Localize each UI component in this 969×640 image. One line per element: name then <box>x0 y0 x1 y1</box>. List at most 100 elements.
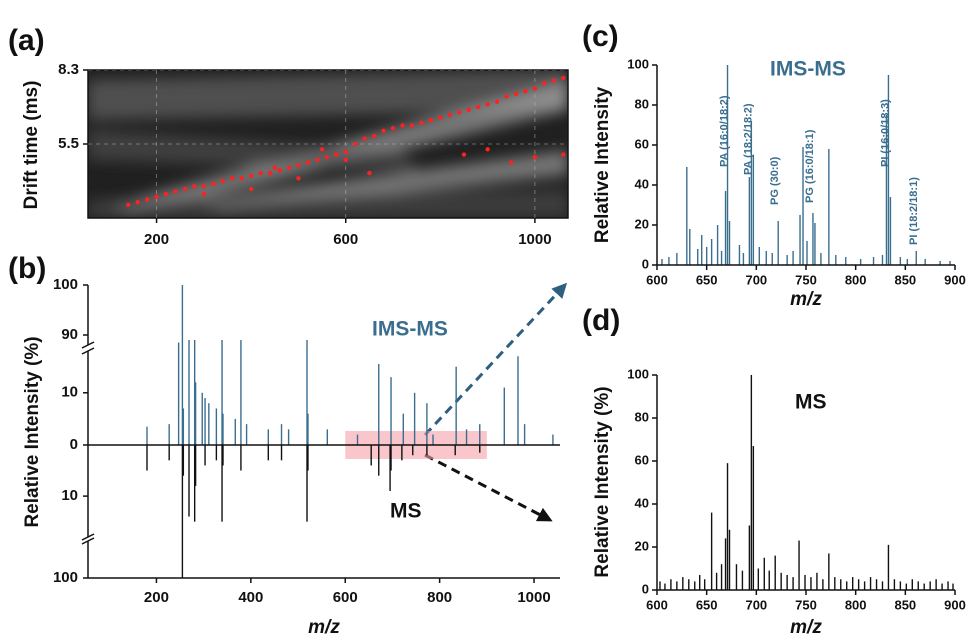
chart-title: MS <box>795 391 827 414</box>
point <box>419 120 424 126</box>
x-tick-label: 750 <box>795 597 817 612</box>
point <box>334 152 339 157</box>
x-tick-label: 650 <box>696 597 718 612</box>
point <box>343 157 348 163</box>
point <box>561 152 566 157</box>
point <box>248 186 254 192</box>
x-tick-label: 200 <box>144 589 169 606</box>
y-tick-label: 10 <box>61 384 78 401</box>
x-tick-label: 1000 <box>517 589 550 606</box>
point <box>201 192 207 197</box>
chart-title: IMS-MS <box>770 58 846 81</box>
zoom-arrow <box>424 453 553 522</box>
point <box>390 125 396 131</box>
point <box>220 178 225 184</box>
y-tick-label: 90 <box>61 326 78 343</box>
points <box>88 70 568 218</box>
point <box>239 176 244 181</box>
point <box>343 149 348 155</box>
point <box>371 133 377 139</box>
point <box>315 157 320 163</box>
point <box>125 202 131 207</box>
point <box>513 91 519 96</box>
x-tick-label: 600 <box>646 597 668 612</box>
y-tick-label: 100 <box>627 366 649 381</box>
point <box>154 194 159 200</box>
point <box>173 189 178 194</box>
point <box>248 173 254 178</box>
point <box>485 102 490 107</box>
x-tick-label: 400 <box>238 589 263 606</box>
point <box>163 192 169 197</box>
panel-label: (d) <box>582 304 620 337</box>
point <box>192 184 197 189</box>
point <box>542 81 547 86</box>
point <box>230 176 235 181</box>
x-tick-label: 700 <box>745 597 767 612</box>
axis-break-gap <box>80 537 96 541</box>
point <box>447 112 452 118</box>
point <box>461 152 467 157</box>
y-tick-label: 100 <box>53 569 78 586</box>
y-tick-label: 20 <box>635 538 649 553</box>
point <box>381 128 386 133</box>
x-tick-label: 850 <box>894 597 916 612</box>
point <box>409 123 415 128</box>
y-tick-label: 20 <box>635 216 649 231</box>
y-tick-label: 60 <box>635 452 649 467</box>
axis-break-gap <box>80 345 96 351</box>
point <box>428 118 434 123</box>
zoom-arrow <box>423 282 568 437</box>
point <box>475 104 481 110</box>
series-label: IMS-MS <box>372 318 448 341</box>
panel-label: (a) <box>8 24 45 57</box>
point <box>523 88 528 94</box>
peak-annotation: PA (16:0/18:2) <box>718 95 730 167</box>
y-tick-label: 60 <box>635 136 649 151</box>
point <box>258 170 263 176</box>
y-tick-label: 0 <box>70 436 78 453</box>
point <box>277 168 282 173</box>
x-axis-label: m/z <box>790 289 822 310</box>
point <box>296 176 301 181</box>
x-tick-label: 900 <box>944 597 966 612</box>
y-tick-label: 40 <box>635 495 649 510</box>
panel-label: (b) <box>8 252 46 285</box>
point <box>466 107 471 112</box>
x-tick-label: 700 <box>745 272 767 287</box>
y-tick-label: 100 <box>53 276 78 293</box>
y-tick-label: 100 <box>627 56 649 71</box>
peak-annotation: PG (30:0) <box>769 156 781 205</box>
x-tick-label: 800 <box>845 597 867 612</box>
panel-label: (c) <box>582 20 619 53</box>
point <box>144 197 150 202</box>
x-tick-label: 850 <box>894 272 916 287</box>
point <box>367 170 372 176</box>
axis-break <box>81 347 95 355</box>
axis-break <box>81 537 95 545</box>
axis-break <box>81 341 95 349</box>
point <box>532 155 538 160</box>
point <box>504 94 509 99</box>
point <box>438 115 443 120</box>
y-tick-label: 80 <box>635 409 649 424</box>
y-tick-label: 0 <box>642 581 649 596</box>
x-tick-label: 800 <box>427 589 452 606</box>
peak-annotation: PG (16:0/18:1) <box>804 129 816 203</box>
point <box>211 181 216 186</box>
peak-annotation: PA (18:2/18:2) <box>742 103 754 175</box>
x-tick-label: 750 <box>795 272 817 287</box>
x-axis-label: m/z <box>308 617 340 638</box>
point <box>457 110 462 115</box>
x-tick-label: 650 <box>696 272 718 287</box>
y-axis-label: Relative Intensity (%) <box>592 386 613 577</box>
point <box>551 78 557 83</box>
point <box>561 75 566 81</box>
x-axis-label: m/z <box>790 617 822 638</box>
point <box>267 170 273 176</box>
x-tick-label: 800 <box>845 272 867 287</box>
peak-annotation: PI (16:0/18:3) <box>879 99 891 167</box>
point <box>509 160 514 165</box>
y-axis-label: Relative Intensity (%) <box>22 336 43 527</box>
